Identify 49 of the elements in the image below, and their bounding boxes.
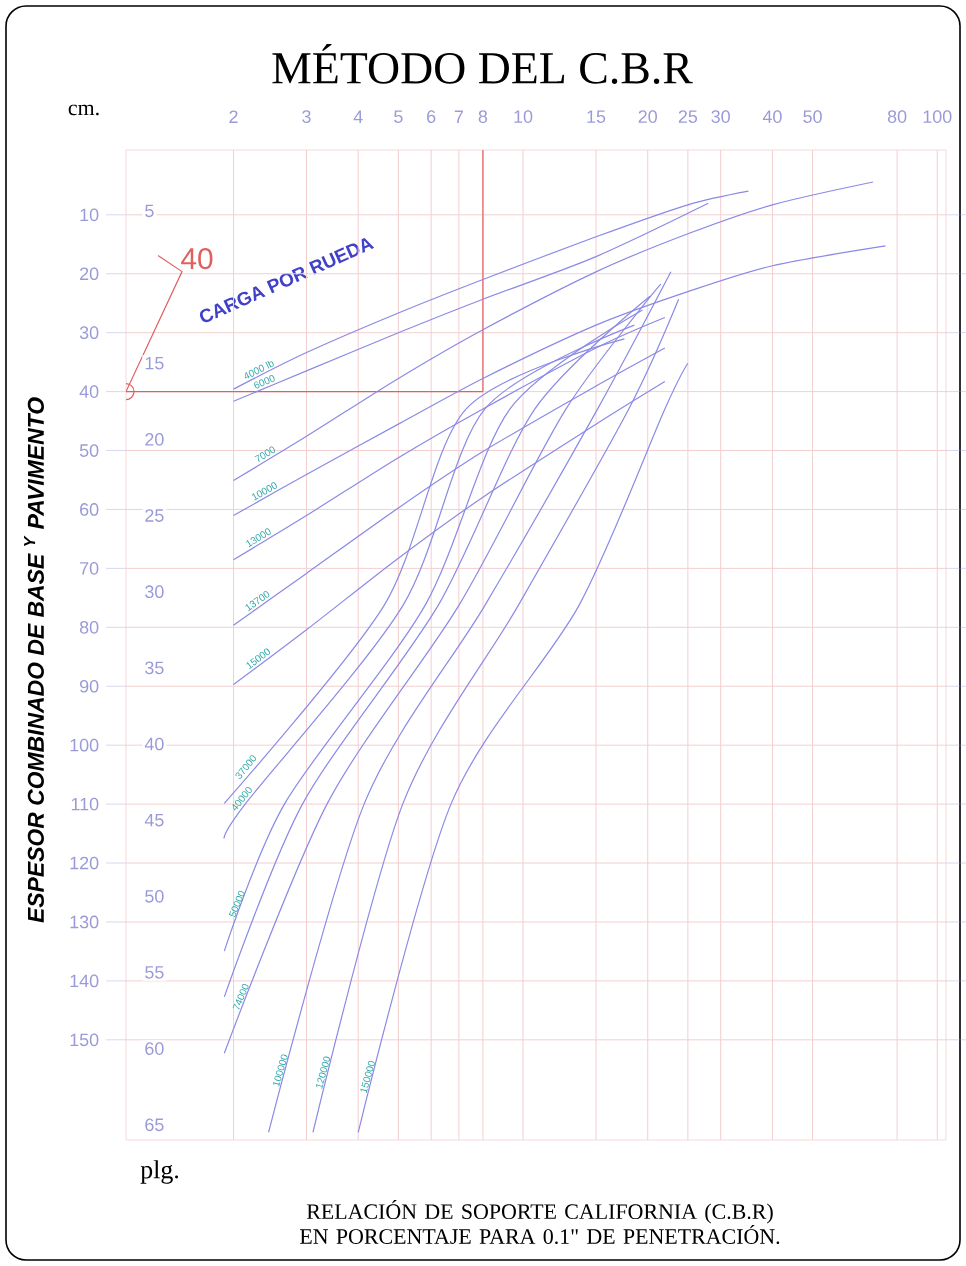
x-tick-label: 2 bbox=[229, 110, 238, 123]
y-tick-label: 10 bbox=[80, 208, 99, 222]
text: plg. bbox=[140, 1160, 179, 1184]
x-tick-label: 6 bbox=[427, 110, 436, 123]
x-tick-label: 25 bbox=[678, 110, 698, 123]
chart-title: MÉTODO DEL C.B.R bbox=[272, 43, 693, 84]
y-tick-label: 60 bbox=[80, 503, 99, 516]
y-tick-label: 30 bbox=[79, 326, 99, 340]
y-tick-label: 110 bbox=[71, 797, 99, 811]
x-tick-label: 8 bbox=[478, 110, 488, 123]
y2-tick-label: 30 bbox=[145, 585, 164, 599]
x-tick-label: 15 bbox=[587, 110, 606, 123]
y-tick-label: 40 bbox=[79, 385, 99, 398]
y2-tick-label: 55 bbox=[145, 966, 164, 979]
x-tick-label: 3 bbox=[302, 110, 311, 123]
y2-tick-label: 5 bbox=[145, 204, 154, 218]
y-tick-label: 70 bbox=[80, 562, 99, 575]
x-tick-label: 10 bbox=[514, 110, 533, 123]
y-tick-label: 20 bbox=[80, 267, 99, 281]
y-tick-label: 130 bbox=[70, 915, 99, 929]
x-tick-label: 30 bbox=[711, 110, 730, 123]
y-tick-label: 50 bbox=[79, 444, 99, 457]
x-tick-label: 100 bbox=[923, 110, 952, 123]
x-tick-label: 7 bbox=[454, 110, 463, 123]
y2-tick-label: 50 bbox=[145, 889, 164, 903]
y2-tick-label: 40 bbox=[144, 737, 164, 751]
x-tick-label: 5 bbox=[394, 110, 403, 123]
ref-line-label: 40 bbox=[181, 248, 213, 270]
x-tick-label: 50 bbox=[803, 110, 822, 123]
y-tick-label: 140 bbox=[70, 974, 99, 988]
y-tick-label: 90 bbox=[79, 679, 99, 693]
y-axis-title: ESPESOR COMBINADO DE BASE $^{Y}$ PAVIMENTO bbox=[24, 397, 44, 923]
x-tick-label: 80 bbox=[887, 110, 907, 123]
y2-tick-label: 35 bbox=[145, 661, 164, 675]
y2-tick-label: 20 bbox=[145, 433, 164, 446]
y2-tick-label: 15 bbox=[145, 356, 164, 370]
y2-tick-label: 45 bbox=[144, 813, 164, 827]
text: cm. bbox=[68, 104, 99, 116]
y-tick-label: 80 bbox=[79, 620, 99, 634]
y-tick-label: 120 bbox=[70, 856, 99, 870]
x-tick-label: 40 bbox=[762, 110, 782, 123]
y-tick-label: 150 bbox=[70, 1033, 99, 1047]
y2-tick-label: 60 bbox=[145, 1042, 164, 1055]
x-axis-title: RELACIÓN DE SOPORTE CALIFORNIA (C.B.R) EN PORCENTAJE PARA 0.1" DE PENETRACIÓN. bbox=[299, 1200, 780, 1245]
y2-tick-label: 65 bbox=[145, 1118, 164, 1132]
x-tick-label: 20 bbox=[638, 110, 657, 123]
x-tick-label: 4 bbox=[353, 110, 363, 123]
y2-tick-label: 25 bbox=[145, 509, 164, 522]
y-tick-label: 100 bbox=[70, 738, 99, 752]
